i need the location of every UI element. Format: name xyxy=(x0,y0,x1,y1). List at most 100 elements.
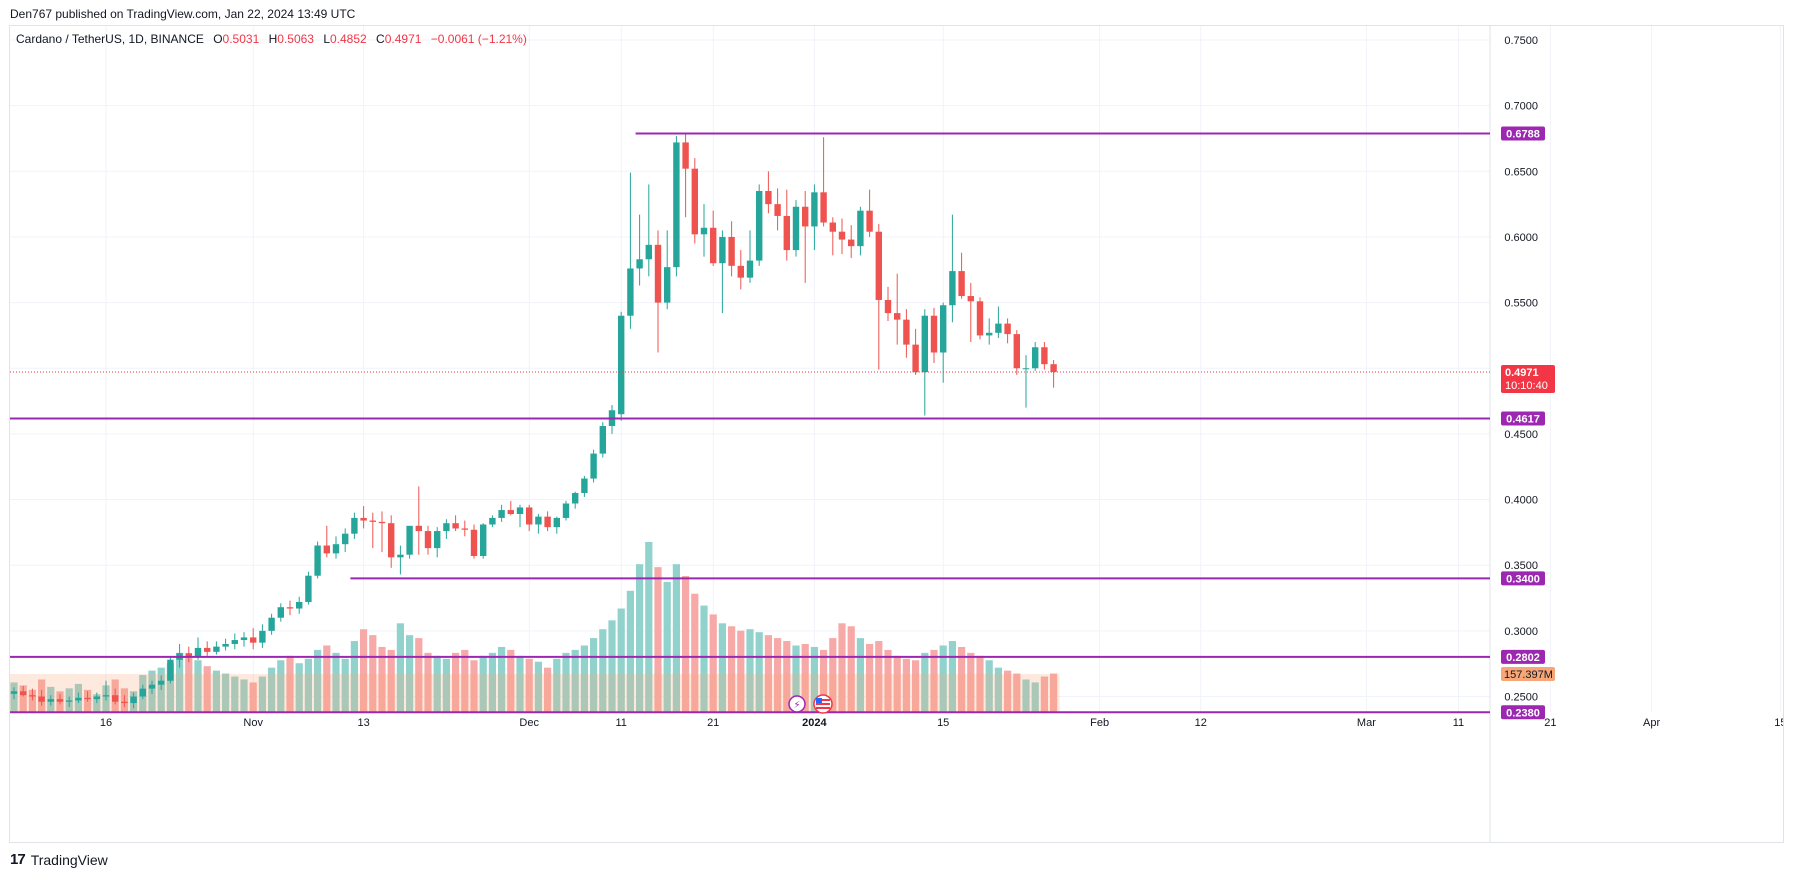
legend-low: 0.4852 xyxy=(330,32,367,46)
volume-bar xyxy=(93,694,101,712)
tradingview-logo-icon: 17 xyxy=(10,851,26,868)
candle xyxy=(507,500,514,516)
candle xyxy=(682,133,689,218)
volume-bar xyxy=(268,667,276,712)
volume-bar xyxy=(875,641,883,712)
candle xyxy=(75,692,82,704)
candle xyxy=(424,525,432,555)
candle-body xyxy=(351,517,358,534)
legend-o-label: O xyxy=(213,32,222,46)
candle-body xyxy=(397,554,404,558)
volume-bars xyxy=(10,542,1058,712)
candle-body xyxy=(204,647,211,652)
volume-bar xyxy=(295,663,303,712)
volume-profile-shade xyxy=(10,674,1060,712)
candle-body xyxy=(259,630,266,643)
volume-bar xyxy=(277,660,285,712)
candlestick-chart[interactable]: 0.75000.70000.65000.60000.55000.50000.45… xyxy=(10,26,1787,842)
volume-bar xyxy=(314,649,322,712)
candle xyxy=(259,624,266,648)
chart-frame[interactable]: 0.75000.70000.65000.60000.55000.50000.45… xyxy=(9,25,1787,843)
candle-body xyxy=(1022,368,1030,370)
candle-body xyxy=(930,315,938,353)
candle xyxy=(268,613,275,635)
candle-body xyxy=(848,239,855,247)
candle xyxy=(1013,330,1020,375)
level-tag-0.3400[interactable]: 0.3400 xyxy=(1501,571,1545,586)
level-tag-0.6788[interactable]: 0.6788 xyxy=(1501,126,1545,141)
candle-body xyxy=(903,319,910,345)
candle xyxy=(314,541,321,579)
volume-bar xyxy=(636,564,644,712)
candle-body xyxy=(360,517,367,521)
candle xyxy=(130,692,137,709)
candle-body xyxy=(618,315,625,415)
candle-body xyxy=(719,236,726,264)
candle xyxy=(93,692,100,704)
candle-body xyxy=(342,533,349,545)
time-tick-label: Mar xyxy=(1357,717,1376,729)
candle xyxy=(305,571,312,605)
candle-body xyxy=(480,524,487,557)
candles xyxy=(10,133,1057,709)
volume-bar xyxy=(222,673,230,712)
candle-body xyxy=(130,696,137,704)
candle xyxy=(167,657,174,684)
candle xyxy=(857,206,864,256)
candle xyxy=(719,230,726,314)
candle xyxy=(967,282,974,342)
time-axis: 16 Nov 13 Dec 11 21 2024 15 Feb 12 Mar 11 21 Apr 15 xyxy=(100,717,1787,729)
candle-body xyxy=(1041,347,1048,365)
svg-text:0.6788: 0.6788 xyxy=(1506,128,1540,140)
candle-body xyxy=(627,268,634,316)
volume-bar xyxy=(378,646,386,712)
level-tag-0.4617[interactable]: 0.4617 xyxy=(1501,411,1545,426)
candle xyxy=(296,596,303,614)
volume-bar xyxy=(516,655,524,712)
candle xyxy=(1041,341,1048,370)
time-tick-label: 21 xyxy=(1544,717,1556,729)
volume-bar xyxy=(369,635,377,712)
candle xyxy=(866,189,873,237)
price-tick-label: 0.6500 xyxy=(1504,166,1538,178)
candle-body xyxy=(995,323,1002,333)
time-tick-label: 2024 xyxy=(802,717,827,729)
candle xyxy=(47,695,54,706)
candle-body xyxy=(121,701,128,704)
level-tag-0.2802[interactable]: 0.2802 xyxy=(1501,649,1545,664)
volume-bar xyxy=(452,652,460,712)
time-tick-label: 15 xyxy=(937,717,949,729)
candle xyxy=(636,214,643,286)
candle xyxy=(498,504,505,522)
candle-body xyxy=(93,696,100,700)
volume-bar xyxy=(203,666,211,712)
candle-body xyxy=(286,607,294,609)
candle xyxy=(921,309,928,416)
lightning-icon[interactable] xyxy=(788,695,806,713)
candle-body xyxy=(526,507,533,525)
time-tick-label: Nov xyxy=(243,717,263,729)
ohlc-legend: Cardano / TetherUS, 1D, BINANCE O0.5031 … xyxy=(16,32,527,46)
candle-body xyxy=(958,271,965,297)
legend-symbol: Cardano / TetherUS, 1D, BINANCE xyxy=(16,32,204,46)
current-price-value: 0.4971 xyxy=(1505,367,1539,379)
tradingview-logo[interactable]: 17 TradingView xyxy=(10,851,108,868)
price-tick-label: 0.3000 xyxy=(1504,626,1538,638)
volume-bar xyxy=(902,658,910,712)
legend-high: 0.5063 xyxy=(277,32,314,46)
candle-body xyxy=(802,206,809,227)
volume-bar xyxy=(617,608,625,712)
candle xyxy=(664,230,671,310)
candle-body xyxy=(102,695,110,697)
time-tick-label: 13 xyxy=(357,717,369,729)
candle xyxy=(121,695,128,708)
publisher-line: Den767 published on TradingView.com, Jan… xyxy=(10,7,356,21)
volume-bar xyxy=(976,655,984,712)
candle xyxy=(746,230,754,283)
candle-body xyxy=(1004,323,1011,335)
level-tag-0.2380[interactable]: 0.2380 xyxy=(1501,705,1545,720)
volume-bar xyxy=(544,667,552,712)
candle-body xyxy=(590,453,597,479)
volume-bar xyxy=(645,542,653,712)
candle-body xyxy=(682,142,689,169)
